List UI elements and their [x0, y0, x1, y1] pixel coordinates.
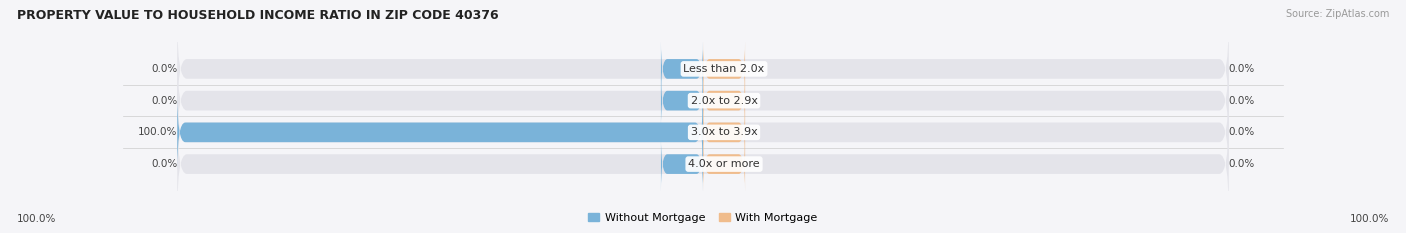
Text: Source: ZipAtlas.com: Source: ZipAtlas.com [1285, 9, 1389, 19]
FancyBboxPatch shape [703, 72, 745, 129]
Text: Less than 2.0x: Less than 2.0x [683, 64, 765, 74]
FancyBboxPatch shape [661, 41, 703, 97]
Text: 0.0%: 0.0% [1229, 96, 1256, 106]
Text: 0.0%: 0.0% [150, 96, 177, 106]
Text: 100.0%: 100.0% [1350, 214, 1389, 224]
Text: 2.0x to 2.9x: 2.0x to 2.9x [690, 96, 758, 106]
Text: PROPERTY VALUE TO HOUSEHOLD INCOME RATIO IN ZIP CODE 40376: PROPERTY VALUE TO HOUSEHOLD INCOME RATIO… [17, 9, 499, 22]
FancyBboxPatch shape [703, 104, 745, 161]
Text: 100.0%: 100.0% [17, 214, 56, 224]
FancyBboxPatch shape [661, 136, 703, 192]
Text: 0.0%: 0.0% [1229, 159, 1256, 169]
Text: 0.0%: 0.0% [1229, 127, 1256, 137]
Text: 4.0x or more: 4.0x or more [688, 159, 759, 169]
Text: 100.0%: 100.0% [138, 127, 177, 137]
FancyBboxPatch shape [177, 22, 1229, 116]
Text: 0.0%: 0.0% [1229, 64, 1256, 74]
Legend: Without Mortgage, With Mortgage: Without Mortgage, With Mortgage [583, 208, 823, 227]
FancyBboxPatch shape [177, 117, 1229, 211]
Text: 3.0x to 3.9x: 3.0x to 3.9x [690, 127, 758, 137]
FancyBboxPatch shape [703, 136, 745, 192]
FancyBboxPatch shape [661, 72, 703, 129]
FancyBboxPatch shape [177, 85, 1229, 180]
FancyBboxPatch shape [177, 95, 703, 170]
Text: 0.0%: 0.0% [150, 159, 177, 169]
FancyBboxPatch shape [177, 53, 1229, 148]
Text: 0.0%: 0.0% [150, 64, 177, 74]
FancyBboxPatch shape [703, 41, 745, 97]
